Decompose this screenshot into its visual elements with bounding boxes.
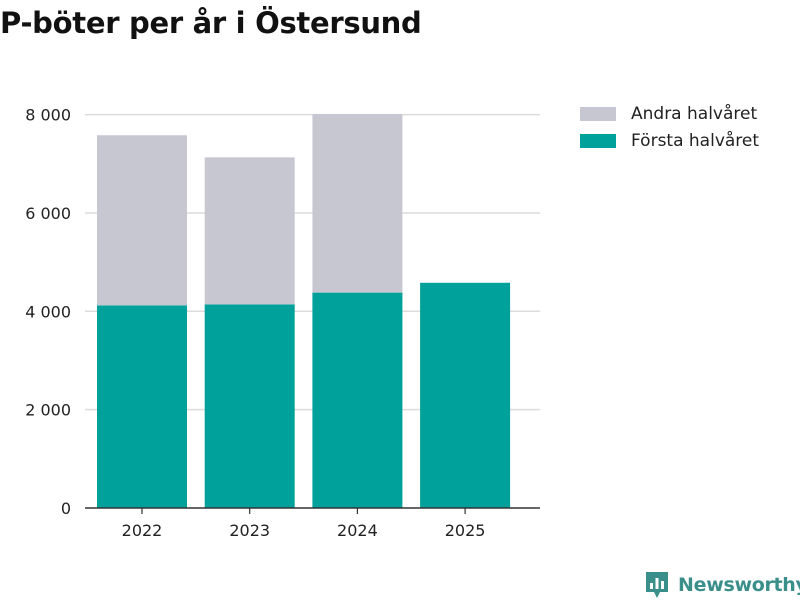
legend-label-andra-halvaret: Andra halvåret	[631, 103, 758, 124]
newsworthy-bar-chart-icon	[646, 572, 668, 598]
bar-2022-andra-halvaret	[97, 135, 187, 306]
legend-label-forsta-halvaret: Första halvåret	[631, 130, 760, 151]
bar-2023-forsta-halvaret	[204, 304, 295, 508]
x-tick-label-2025: 2025	[445, 521, 486, 540]
x-tick-label-2024: 2024	[337, 521, 378, 540]
bars	[97, 114, 511, 508]
x-tick-label-2022: 2022	[122, 521, 163, 540]
bar-2025-forsta-halvaret	[420, 282, 511, 508]
x-tick-label-2023: 2023	[229, 521, 270, 540]
axes: 0 2 000 4 000 6 000 8 000 2022 2023 2024 2025	[25, 106, 540, 540]
legend: Andra halvåret Första halvåret	[580, 100, 759, 154]
brand-name: Newsworthy	[678, 574, 800, 596]
y-tick-label-2000: 2 000	[25, 401, 71, 420]
y-tick-label-8000: 8 000	[25, 106, 71, 125]
bar-2024-andra-halvaret	[312, 114, 403, 293]
y-tick-label-0: 0	[61, 499, 71, 518]
legend-item-andra-halvaret: Andra halvåret	[580, 100, 759, 127]
brand-logo[interactable]: Newsworthy	[644, 570, 800, 600]
legend-item-forsta-halvaret: Första halvåret	[580, 127, 759, 154]
legend-swatch-andra-halvaret	[580, 106, 616, 121]
legend-swatch-forsta-halvaret	[580, 133, 616, 148]
y-tick-label-6000: 6 000	[25, 204, 71, 223]
y-tick-label-4000: 4 000	[25, 302, 71, 321]
bar-2024-forsta-halvaret	[312, 292, 403, 508]
bar-2023-andra-halvaret	[204, 157, 295, 305]
bar-2022-forsta-halvaret	[97, 305, 187, 508]
chart-title: P-böter per år i Östersund	[0, 6, 422, 40]
